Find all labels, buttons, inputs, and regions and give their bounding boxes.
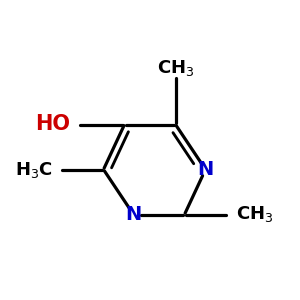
Text: CH$_3$: CH$_3$ [236, 205, 273, 224]
Text: N: N [125, 205, 142, 224]
Text: CH$_3$: CH$_3$ [157, 58, 194, 77]
Text: HO: HO [35, 115, 70, 134]
Text: H$_3$C: H$_3$C [15, 160, 52, 179]
Text: N: N [197, 160, 214, 179]
